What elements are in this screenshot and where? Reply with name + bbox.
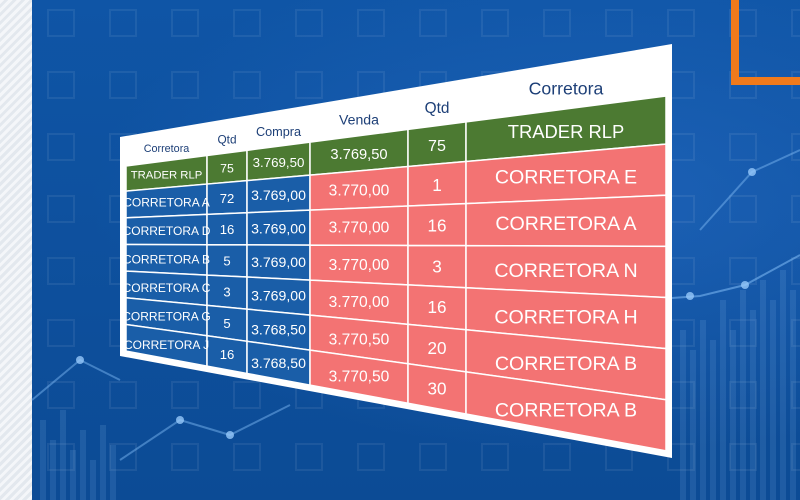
buy-row-value: 3.768,50 [251,321,306,337]
sell-cell [465,371,667,452]
top-row-value: TRADER RLP [508,121,625,142]
left-stripe-border [0,0,32,500]
top-row-value: 3.769,50 [330,147,387,163]
column-header: Compra [256,125,302,139]
sell-row-value: CORRETORA B [495,400,637,422]
buy-row-value: 3.769,00 [251,288,306,304]
buy-row-value: 5 [223,316,230,331]
sell-row-value: CORRETORA H [494,306,637,328]
buy-row-value: CORRETORA A [123,195,209,209]
buy-row-value: 3.769,00 [251,254,306,270]
sell-row-value: 3.770,00 [329,220,390,237]
sell-row-value: 3.770,00 [329,182,390,199]
sell-row-value: 3.770,00 [329,294,390,311]
buy-row-value: 3 [223,285,230,300]
buy-row-value: CORRETORA D [123,224,211,238]
top-row-value: 3.769,50 [253,155,305,170]
top-row-value: 75 [428,137,446,155]
sell-row-value: 3.770,50 [329,331,390,348]
top-row-value: 75 [220,161,234,175]
buy-row-value: 16 [220,347,235,362]
sell-row-value: 16 [427,298,446,317]
sell-row-value: CORRETORA A [495,213,637,235]
column-header: Qtd [425,100,450,117]
buy-row-value: CORRETORA C [123,281,211,295]
sell-row-value: CORRETORA N [494,260,637,282]
top-row-value: TRADER RLP [131,169,203,181]
order-book-panel: Corretora Qtd Compra Venda Qtd Corretora TRADE… [120,44,672,458]
column-header: Venda [339,111,379,127]
sell-row-value: 3.770,50 [329,369,390,386]
sell-row-value: 3 [432,257,442,276]
orange-corner-bracket [731,0,800,85]
buy-row-value: 3.768,50 [251,355,306,371]
sell-row-value: 1 [432,176,442,195]
column-header: Qtd [217,132,236,146]
sell-row-value: CORRETORA B [495,353,637,375]
sell-row-value: 3.770,00 [329,257,390,274]
buy-row-value: CORRETORA G [122,309,210,323]
sell-row-value: 16 [427,217,446,236]
sell-row-value: 30 [427,380,446,399]
buy-row-value: 72 [220,191,235,206]
column-header: Corretora [144,143,190,155]
buy-row-value: 3.769,00 [251,187,306,203]
buy-row-value: CORRETORA J [124,338,209,352]
buy-row-value: 5 [223,253,230,268]
buy-row-value: 16 [220,222,235,237]
sell-row-value: CORRETORA E [495,167,637,189]
sell-row-value: 20 [427,339,446,358]
column-header: Corretora [529,79,604,99]
buy-row-value: 3.769,00 [251,221,306,237]
buy-row-value: CORRETORA B [123,252,210,266]
